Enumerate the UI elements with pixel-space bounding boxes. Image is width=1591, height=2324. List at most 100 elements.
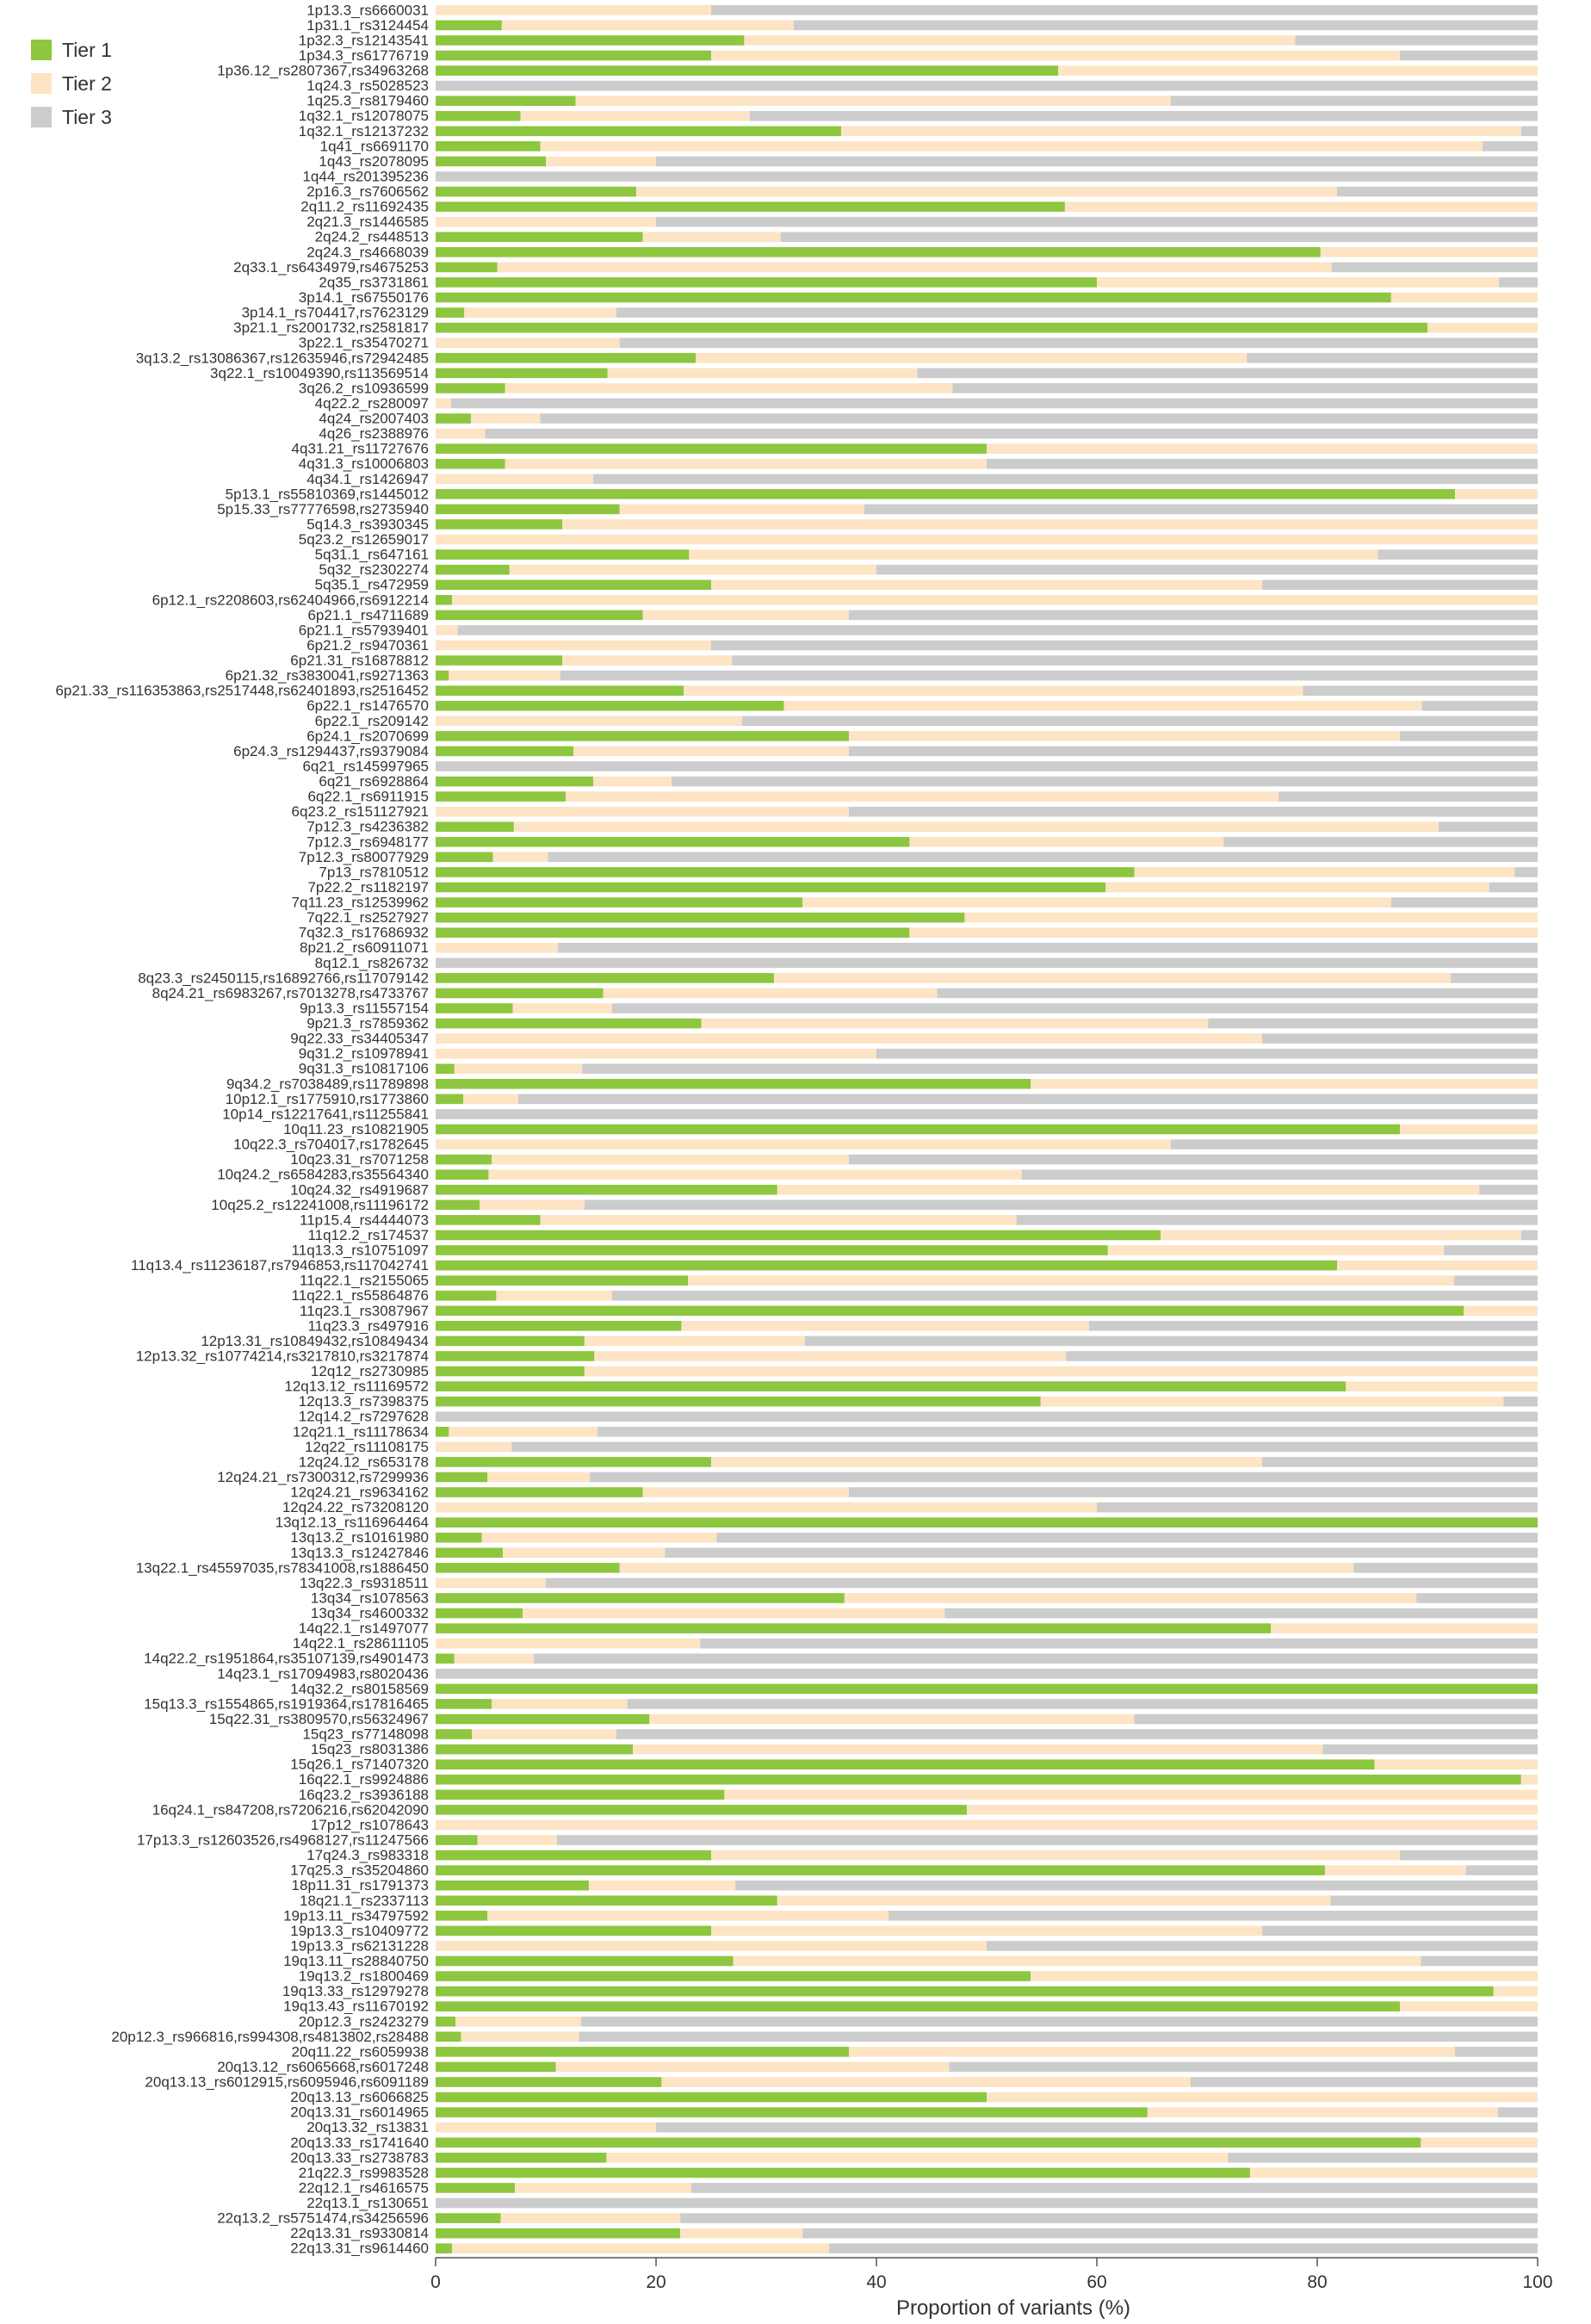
category-label: 13q34_rs1078563 [311,1590,429,1606]
bar-segment-tier-3 [579,2031,1538,2042]
bar-segment-tier-1 [436,1184,777,1195]
category-label: 3p14.1_rs704417,rs7623129 [242,305,429,321]
bar-segment-tier-2 [449,1426,598,1437]
bar-segment-tier-2 [1464,1305,1538,1317]
category-label: 5q31.1_rs647161 [315,547,429,563]
bar-segment-tier-2 [701,1018,1209,1029]
bar-segment-tier-3 [558,942,1538,953]
legend-swatch-tier-3 [31,107,52,127]
bar-row [436,776,1538,787]
bar-row [436,216,1538,227]
bar-segment-tier-1 [436,2061,556,2073]
bar-row [436,1835,1538,1845]
bar-segment-tier-3 [1465,1865,1538,1875]
bar-segment-tier-2 [1374,1759,1538,1769]
bar-segment-tier-3 [436,957,1538,969]
category-label: 22q13.2_rs5751474,rs34256596 [217,2210,429,2227]
bar-segment-tier-2 [642,1487,849,1497]
category-label: 19q13.43_rs11670192 [283,1999,429,2015]
category-label: 2q11.2_rs11692435 [300,199,429,215]
bar-row [436,1048,1538,1059]
bar-segment-tier-2 [844,1593,1417,1603]
bar-segment-tier-1 [436,1215,541,1225]
bar-row [436,4,1538,15]
bar-segment-tier-1 [436,912,965,923]
bar-segment-tier-3 [1377,549,1538,560]
bar-segment-tier-3 [749,110,1538,121]
bar-segment-tier-1 [436,2137,1421,2148]
bar-segment-tier-2 [711,50,1400,61]
bar-segment-tier-3 [556,1835,1538,1845]
category-label: 19p13.3_rs62131228 [290,1937,429,1954]
bar-segment-tier-1 [436,610,643,621]
category-label: 12q21.1_rs11178634 [293,1423,429,1440]
category-label: 9q34.2_rs7038489,rs11789898 [226,1075,429,1092]
bar-segment-tier-2 [452,2243,829,2254]
bar-segment-tier-1 [436,746,573,757]
category-label: 16q24.1_rs847208,rs7206216,rs62042090 [152,1801,429,1818]
category-label: 3q13.2_rs13086367,rs12635946,rs72942485 [136,350,429,366]
bar-segment-tier-1 [436,1487,643,1497]
bar-segment-tier-3 [1444,1245,1538,1255]
bar-segment-tier-3 [1322,1744,1538,1755]
bar-row [436,1139,1538,1150]
bar-segment-tier-1 [436,2001,1400,2011]
bar-segment-tier-1 [436,1275,689,1286]
category-label: 19q13.2_rs1800469 [299,1968,429,1985]
bar-segment-tier-3 [656,2122,1538,2133]
bar-segment-tier-1 [436,504,620,515]
bar-row [436,1774,1538,1785]
bar-segment-tier-3 [1390,897,1538,908]
bar-segment-tier-2 [1346,1381,1538,1391]
category-label: 15q23_rs77148098 [302,1726,429,1743]
bar-segment-tier-1 [436,201,1065,212]
bar-segment-tier-1 [436,1729,473,1739]
x-tick-label: 20 [646,2272,665,2292]
category-label: 6p21.1_rs57939401 [299,622,429,638]
bar-segment-tier-3 [987,458,1538,469]
bar-segment-tier-3 [949,2061,1538,2073]
bar-segment-tier-2 [1040,1396,1504,1407]
bar-segment-tier-2 [487,1911,889,1921]
bar-row [436,186,1538,197]
bar-segment-tier-3 [584,1199,1538,1211]
category-label: 12q24.12_rs653178 [299,1453,429,1470]
bar-segment-tier-3 [1089,1321,1538,1331]
bar-segment-tier-3 [1421,1955,1538,1967]
bar-segment-tier-3 [944,1608,1538,1619]
bar-segment-tier-3 [1483,141,1538,152]
bar-segment-tier-3 [828,2243,1538,2254]
bar-segment-tier-3 [1295,35,1538,46]
bar-segment-tier-1 [436,791,566,802]
bar-row [436,307,1538,318]
bar-segment-tier-3 [876,1048,1538,1059]
bar-row [436,2197,1538,2209]
bar-row [436,1336,1538,1347]
category-label: 1p31.1_rs3124454 [306,17,429,34]
bar-segment-tier-3 [593,474,1538,485]
bar-segment-tier-1 [436,307,465,318]
bar-segment-tier-3 [1450,973,1538,983]
bar-segment-tier-3 [849,610,1538,621]
bar-row [436,1563,1538,1573]
x-tick-label: 80 [1307,2272,1327,2292]
category-label: 19p13.11_rs34797592 [283,1907,429,1924]
bar-segment-tier-2 [436,1819,1538,1831]
category-label: 14q23.1_rs17094983,rs8020436 [217,1665,429,1682]
bar-segment-tier-2 [849,2047,1455,2057]
bar-segment-tier-2 [744,35,1296,46]
bar-segment-tier-2 [436,428,486,439]
bar-segment-tier-1 [436,413,471,424]
bar-segment-tier-3 [616,307,1538,318]
bar-segment-tier-1 [436,1805,967,1815]
legend-label-tier-3: Tier 3 [62,106,112,128]
bar-segment-tier-2 [505,458,987,469]
bar-row [436,1699,1538,1709]
bar-segment-tier-3 [616,1729,1538,1739]
bar-row [436,2122,1538,2133]
bar-segment-tier-1 [436,594,453,605]
bar-segment-tier-3 [1262,579,1538,590]
bar-segment-tier-1 [436,2213,501,2223]
category-label: 20q13.13_rs6012915,rs6095946,rs6091189 [145,2074,429,2091]
category-label: 3q26.2_rs10936599 [299,380,429,396]
